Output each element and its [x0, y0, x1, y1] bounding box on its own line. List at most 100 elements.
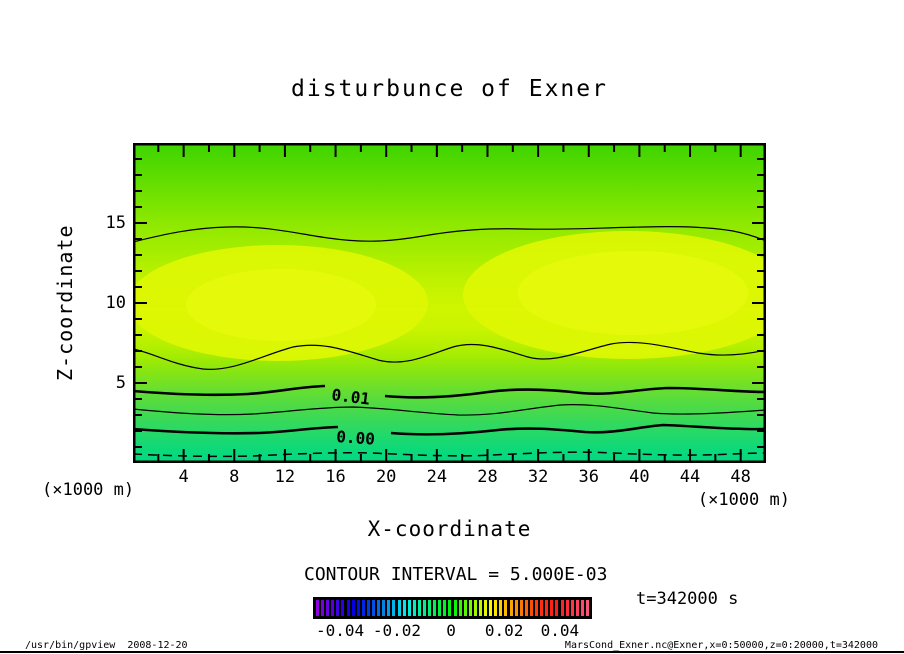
contour-line-thin — [132, 404, 767, 416]
colorbar-tick-label: 0.04 — [540, 621, 580, 640]
plot-frame — [133, 143, 766, 463]
x-tick-label: 24 — [426, 467, 448, 487]
colorbar-strip — [382, 600, 386, 616]
colorbar-strip — [448, 600, 452, 616]
colorbar-strip — [509, 600, 513, 616]
x-axis-title: X-coordinate — [367, 517, 532, 541]
colorbar-strip — [443, 600, 447, 616]
colorbar-strip — [565, 600, 569, 616]
colorbar-strip — [580, 600, 584, 616]
colorbar-strip — [453, 600, 457, 616]
colorbar-strip — [412, 600, 416, 616]
colorbar-strip — [504, 600, 508, 616]
colorbar-strip — [458, 600, 462, 616]
right-axis-unit-label: (×1000 m) — [697, 490, 790, 510]
contour-line-thick — [384, 386, 767, 399]
left-axis-unit-label: (×1000 m) — [42, 480, 135, 500]
colorbar-strip — [326, 600, 330, 616]
footer-file-text: MarsCond_Exner.nc@Exner,x=0:50000,z=0:20… — [564, 640, 878, 651]
x-tick-label: 16 — [325, 467, 346, 487]
colorbar-strip — [377, 600, 381, 616]
colorbar-strip — [570, 600, 574, 616]
colorbar-strip — [336, 600, 340, 616]
tone-maximum-blob — [518, 251, 748, 335]
colorbar-tick-label: 0.02 — [484, 621, 524, 640]
colorbar-strip — [321, 600, 325, 616]
colorbar-tick-labels: -0.04 -0.02 0 0.02 0.04 — [313, 621, 592, 641]
colorbar-tick-label: -0.02 — [372, 621, 422, 640]
contour-line-thin — [132, 226, 767, 243]
colorbar-strip — [356, 600, 360, 616]
colorbar-strip — [397, 600, 401, 616]
x-tick-label: 4 — [178, 467, 189, 487]
colorbar-strip — [585, 600, 589, 616]
contour-value-label: 0.01 — [331, 385, 372, 409]
colorbar-strip — [529, 600, 533, 616]
colorbar-strip — [372, 600, 376, 616]
colorbar-strip — [402, 600, 406, 616]
colorbar-strip — [468, 600, 472, 616]
colorbar-strip — [545, 600, 549, 616]
colorbar-strip — [494, 600, 498, 616]
x-tick-label: 32 — [527, 467, 549, 487]
colorbar-strip — [489, 600, 493, 616]
colorbar-strip — [484, 600, 488, 616]
colorbar-strip — [463, 600, 467, 616]
colorbar-strip — [575, 600, 579, 616]
colorbar-strip — [438, 600, 442, 616]
y-tick-labels: 5 10 15 — [92, 143, 128, 463]
colorbar-strip — [428, 600, 432, 616]
x-tick-label: 28 — [477, 467, 498, 487]
x-tick-labels: 4 8 12 16 20 24 28 32 36 40 44 48 — [133, 468, 766, 488]
x-tick-label: 12 — [274, 467, 296, 487]
colorbar-tick-label: -0.04 — [315, 621, 365, 640]
colorbar-strip — [524, 600, 528, 616]
colorbar-strip — [550, 600, 554, 616]
contour-plot-canvas: 0.01 0.00 — [128, 143, 793, 463]
y-axis-title: Z-coordinate — [53, 224, 77, 382]
tone-maximum-blob — [186, 269, 376, 341]
colorbar-strip — [361, 600, 365, 616]
colorbar-strip — [540, 600, 544, 616]
contour-line-thick — [390, 423, 767, 436]
colorbar-strip — [560, 600, 564, 616]
colorbar-strip — [499, 600, 503, 616]
x-tick-label: 36 — [578, 467, 599, 487]
contour-line-thick — [132, 425, 339, 435]
x-tick-label: 40 — [629, 467, 650, 487]
bottom-rule — [0, 651, 904, 653]
colorbar — [313, 597, 592, 619]
colorbar-strip — [387, 600, 391, 616]
colorbar-strip — [417, 600, 421, 616]
colorbar-strip — [422, 600, 426, 616]
contour-line-thick — [132, 384, 326, 397]
contour-interval-label: CONTOUR INTERVAL = 5.000E-03 — [304, 564, 608, 585]
colorbar-strip — [555, 600, 559, 616]
x-tick-label: 44 — [679, 467, 701, 487]
contour-plot-svg: 0.01 0.00 — [128, 143, 793, 463]
x-tick-label: 20 — [375, 467, 397, 487]
colorbar-strip — [346, 600, 350, 616]
y-tick-label: 10 — [105, 293, 126, 313]
time-label: t=342000 s — [636, 589, 739, 609]
colorbar-strip — [392, 600, 396, 616]
plot-title: disturbunce of Exner — [291, 76, 608, 102]
contour-value-label: 0.00 — [336, 427, 376, 449]
colorbar-strip — [351, 600, 355, 616]
colorbar-strip — [316, 600, 319, 616]
footer-command-text: /usr/bin/gpview 2008-12-20 — [25, 640, 188, 651]
y-tick-label: 5 — [115, 373, 126, 393]
colorbar-strip — [473, 600, 477, 616]
colorbar-strip — [519, 600, 523, 616]
x-tick-label: 48 — [730, 467, 751, 487]
colorbar-strip — [535, 600, 539, 616]
y-tick-label: 15 — [105, 213, 126, 233]
colorbar-strip — [433, 600, 437, 616]
colorbar-strip — [341, 600, 345, 616]
colorbar-strip — [479, 600, 482, 616]
colorbar-strip — [331, 600, 335, 616]
contour-line-thin — [132, 341, 767, 370]
x-tick-label: 8 — [229, 467, 240, 487]
colorbar-strip — [407, 600, 411, 616]
